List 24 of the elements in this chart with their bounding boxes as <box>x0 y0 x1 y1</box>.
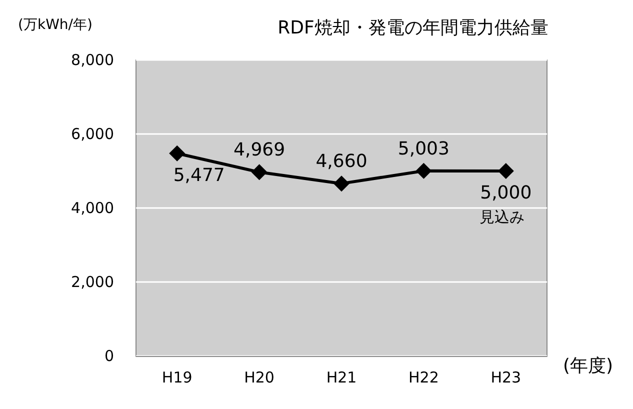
point <box>169 145 186 162</box>
y-tick-label: 6,000 <box>71 125 114 143</box>
data-label: 4,660 <box>316 151 368 172</box>
data-label: 5,000 <box>480 182 532 204</box>
x-tick-label: H19 <box>162 368 192 386</box>
y-axis-title: (万kWh/年) <box>18 17 92 33</box>
x-tick-label: H22 <box>408 368 439 386</box>
chart-title: RDF焼却・発電の年間電力供給量 <box>278 18 548 38</box>
x-tick-label: H23 <box>490 368 522 386</box>
point <box>416 162 432 179</box>
x-tick-label: H20 <box>244 368 274 386</box>
point <box>251 164 268 180</box>
y-tick-label: 4,000 <box>71 199 114 217</box>
y-tick-label: 2,000 <box>71 273 114 291</box>
data-label: 5,477 <box>173 164 225 186</box>
x-tick-label: H21 <box>326 368 357 386</box>
point <box>498 163 514 179</box>
point <box>334 176 350 192</box>
data-label: 5,003 <box>398 138 450 160</box>
y-tick-label: 8,000 <box>71 51 114 69</box>
annotation: 見込み <box>479 208 524 226</box>
y-tick-label: 0 <box>104 347 114 365</box>
data-label: 4,969 <box>234 140 286 161</box>
x-axis-title: (年度) <box>562 356 613 376</box>
